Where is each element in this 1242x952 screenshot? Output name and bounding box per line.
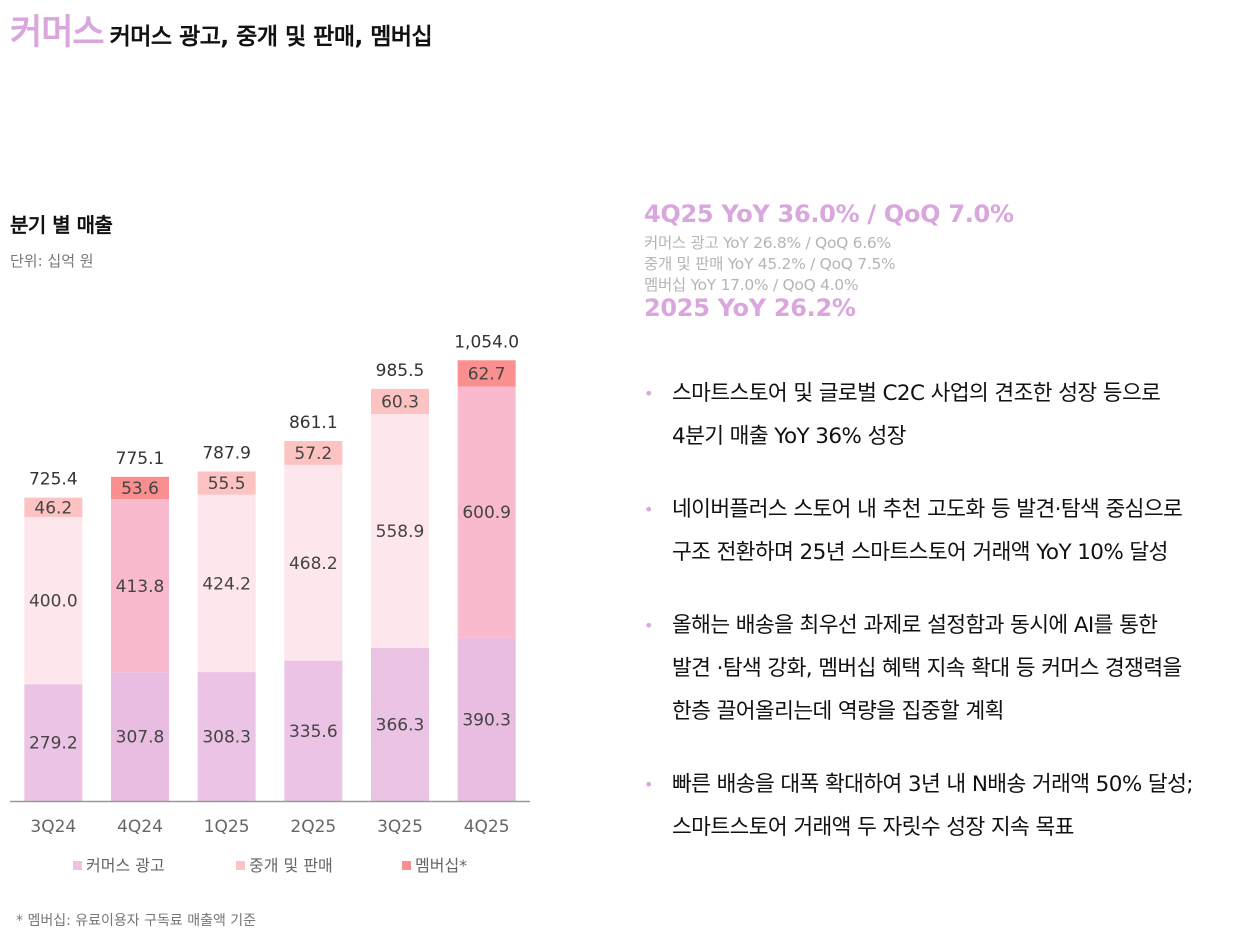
highlight-item: • 스마트스토어 및 글로벌 C2C 사업의 견조한 성장 등으로 4분기 매출 Y… — [644, 372, 1242, 458]
x-tick-label: 4Q24 — [117, 817, 163, 837]
total-label: 1,054.0 — [454, 332, 519, 352]
highlight-text-line: 한층 끌어올리는데 역량을 집중할 계획 — [672, 699, 1004, 724]
data-label-brokerage: 600.9 — [462, 503, 511, 523]
x-tick-label: 4Q25 — [464, 817, 510, 837]
bar-segment-brokerage — [197, 494, 256, 673]
bar-segment-ads — [284, 660, 343, 801]
section-subtitle: 커머스 광고, 중개 및 판매, 멤버십 — [109, 24, 433, 50]
highlight-text-line: 올해는 배송을 최우선 과제로 설정함과 동시에 AI를 통한 — [672, 613, 1158, 638]
x-tick-label: 3Q25 — [377, 817, 423, 837]
data-label-membership: 46.2 — [34, 498, 72, 518]
data-label-ads: 279.2 — [29, 734, 78, 754]
total-label: 861.1 — [289, 413, 338, 433]
data-label-membership: 57.2 — [294, 444, 332, 464]
bar-segment-brokerage — [24, 516, 83, 685]
bar-segment-ads — [457, 637, 516, 801]
highlights-list: • 스마트스토어 및 글로벌 C2C 사업의 견조한 성장 등으로 4분기 매출 Y… — [644, 372, 1242, 879]
kpi-membership-line: 멤버십 YoY 17.0% / QoQ 4.0% — [644, 276, 859, 294]
bar-segment-ads — [111, 672, 169, 801]
kpi-quarter-headline: 4Q25 YoY 36.0% / QoQ 7.0% — [644, 200, 1014, 228]
bar-segment-ads — [197, 672, 256, 801]
highlight-text-line: 빠른 배송을 대폭 확대하여 3년 내 N배송 거래액 50% 달성; — [672, 772, 1194, 797]
bar-segment-membership — [284, 440, 343, 465]
highlight-text-line: 구조 전환하며 25년 스마트스토어 거래액 YoY 10% 달성 — [672, 540, 1168, 565]
data-label-brokerage: 558.9 — [376, 522, 425, 542]
bar-segment-ads — [24, 684, 83, 801]
page-title: 커머스 커머스 광고, 중개 및 판매, 멤버십 — [10, 4, 433, 55]
legend-label-brokerage: 중개 및 판매 — [249, 856, 333, 875]
kpi-year-headline: 2025 YoY 26.2% — [644, 294, 856, 322]
highlight-text-line: 발견 ·탐색 강화, 멤버십 혜택 지속 확대 등 커머스 경쟁력을 — [672, 656, 1182, 681]
total-label: 725.4 — [29, 470, 78, 490]
legend-swatch-membership — [402, 861, 411, 870]
legend-item-membership: 멤버십* — [402, 852, 467, 876]
bar-segment-membership — [197, 471, 256, 495]
highlight-text-line: 스마트스토어 및 글로벌 C2C 사업의 견조한 성장 등으로 — [672, 381, 1161, 406]
data-label-ads: 307.8 — [116, 728, 165, 748]
data-label-ads: 308.3 — [202, 728, 251, 748]
data-label-membership: 62.7 — [468, 364, 506, 384]
bar-segment-membership — [457, 360, 516, 387]
total-label: 787.9 — [202, 443, 251, 463]
data-label-ads: 335.6 — [289, 722, 338, 742]
highlight-item: • 빠른 배송을 대폭 확대하여 3년 내 N배송 거래액 50% 달성; 스마트스… — [644, 763, 1242, 849]
data-label-ads: 390.3 — [462, 710, 511, 730]
bar-segment-ads — [371, 647, 429, 801]
bar-segment-membership — [371, 388, 429, 415]
x-tick-label: 3Q24 — [30, 817, 76, 837]
chart-title: 분기 별 매출 — [10, 213, 113, 237]
highlight-text-line: 스마트스토어 거래액 두 자릿수 성장 지속 목표 — [672, 815, 1074, 840]
total-label: 775.1 — [116, 449, 165, 469]
data-label-membership: 60.3 — [381, 392, 419, 412]
legend-label-ads: 커머스 광고 — [86, 856, 165, 875]
section-title: 커머스 — [10, 13, 105, 53]
data-label-brokerage: 413.8 — [116, 577, 165, 597]
bullet-dot: • — [644, 384, 653, 403]
bar-segment-membership — [24, 497, 83, 517]
kpi-ads-line: 커머스 광고 YoY 26.8% / QoQ 6.6% — [644, 234, 891, 252]
bar-segment-brokerage — [371, 414, 429, 648]
revenue-bar-chart: 279.2 400.0 46.2 725.4 3Q24 307.8 413.8 53.6 775… — [10, 332, 530, 837]
bullet-dot: • — [644, 775, 653, 794]
data-label-brokerage: 468.2 — [289, 554, 338, 574]
bullet-dot: • — [644, 616, 653, 635]
footnote: * 멤버십: 유료이용자 구독료 매출액 기준 — [16, 913, 257, 929]
data-label-membership: 55.5 — [208, 474, 246, 494]
bar-segment-brokerage — [111, 499, 169, 673]
data-label-ads: 366.3 — [376, 715, 425, 735]
highlight-text-line: 4분기 매출 YoY 36% 성장 — [672, 424, 906, 449]
legend-item-brokerage: 중개 및 판매 — [236, 852, 333, 876]
data-label-membership: 53.6 — [121, 479, 159, 499]
highlight-text-line: 네이버플러스 스토어 내 추천 고도화 등 발견·탐색 중심으로 — [672, 497, 1183, 522]
chart-unit: 단위: 십억 원 — [10, 252, 94, 270]
bullet-dot: • — [644, 500, 653, 519]
legend-item-ads: 커머스 광고 — [73, 852, 165, 876]
data-label-brokerage: 400.0 — [29, 592, 78, 612]
legend-swatch-brokerage — [236, 861, 245, 870]
data-label-brokerage: 424.2 — [202, 574, 251, 594]
x-tick-label: 1Q25 — [204, 817, 250, 837]
x-tick-label: 2Q25 — [290, 817, 336, 837]
legend-label-membership: 멤버십* — [415, 856, 468, 875]
bar-segment-membership — [111, 476, 169, 500]
bar-segment-brokerage — [457, 386, 516, 638]
kpi-brokerage-line: 중개 및 판매 YoY 45.2% / QoQ 7.5% — [644, 255, 896, 273]
legend-swatch-ads — [73, 861, 82, 870]
bar-segment-brokerage — [284, 464, 343, 661]
total-label: 985.5 — [376, 361, 425, 381]
